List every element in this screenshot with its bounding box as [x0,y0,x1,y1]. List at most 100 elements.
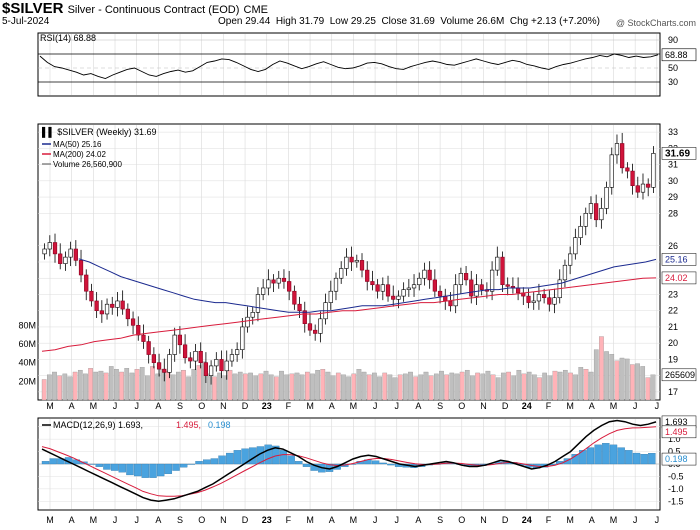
candle-body [427,269,432,281]
candle-body [94,300,99,312]
volume-bar [459,371,465,401]
volume-bar [480,373,486,401]
x-tick-label-bottom: J [373,515,378,525]
x-tick-label-mid: A [329,401,335,411]
macd-histogram-bar [295,461,303,465]
volume-bar [330,375,336,401]
volume-bar [98,370,104,401]
legend-entry: MA(50) 25.16 [53,140,102,149]
macd-histogram-bar [617,447,625,465]
x-tick-label-mid: J [134,401,139,411]
volume-bar [583,369,589,401]
x-tick-label-mid: N [480,401,487,411]
volume-last-tag: 265609 [665,370,695,380]
price-y-tick: 30 [668,176,678,186]
candle-body [594,203,599,221]
volume-bar [413,376,419,401]
macd-histogram-bar [387,463,395,466]
volume-bar [521,373,527,401]
volume-bar [315,369,320,401]
macd-histogram-bar [371,460,380,465]
candle-body [604,187,609,209]
volume-last-tag-box [661,368,697,382]
volume-bar [532,374,537,401]
volume-bar [490,374,496,401]
volume-bar [464,369,470,401]
macd-histogram-bar [302,463,311,467]
candle-body [646,183,651,188]
candle-body [458,273,463,286]
candle-body [162,368,167,373]
macd-histogram-bar [141,463,149,478]
price-y-tick: 20 [668,338,678,348]
candle-body [219,359,224,372]
volume-bar [72,371,78,401]
x-tick-label-bottom: D [502,515,509,525]
candle-body [235,349,240,355]
price-y-tick: 29 [668,192,678,202]
volume-y-tick: 80M [18,320,36,330]
candle-body [276,277,281,284]
last-close-tag-box [661,147,697,160]
macd-last-tag: 1.693 [665,417,688,427]
candle-body [120,300,125,310]
volume-bar [630,364,635,401]
volume-bar [568,372,573,401]
price-y-tick: 28 [668,208,678,218]
candle-body [110,303,115,308]
volume-bar [604,351,609,401]
volume-bar [155,373,161,401]
macd-histogram-bar [640,454,648,465]
macd-signal-label: 1.495, [176,420,201,430]
candle-body [250,312,255,318]
volume-bar [191,369,197,401]
volume-bar [77,369,83,401]
volume-bar [335,372,341,401]
candle-body [469,279,474,297]
last-close-tag: 31.69 [665,148,690,159]
volume-bar [341,374,346,401]
volume-bar [62,373,68,401]
x-tick-label-bottom: J [655,515,660,525]
candle-body [354,260,359,263]
volume-bar [253,375,259,401]
x-tick-label-bottom: M [610,515,618,525]
volume-bar [418,374,424,401]
volume-bar [83,373,88,401]
candle-body [505,284,510,287]
macd-y-tick: 0.5 [668,447,681,457]
contract-description: Silver - Continuous Contract (EOD) [67,4,240,16]
x-tick-label-bottom: N [220,515,227,525]
x-tick-label-mid: N [220,401,227,411]
macd-histogram-bar [164,463,173,474]
candle-body [287,281,292,292]
volume-bar [361,371,367,401]
candle-body [42,248,47,255]
x-tick-label-mid: S [437,401,443,411]
volume-bar [284,374,290,401]
x-tick-label-mid: D [242,401,249,411]
candle-body [333,277,339,292]
macd-histogram-bar [379,462,387,465]
volume-bar [212,376,217,401]
macd-histogram-bar [195,461,203,465]
volume-bar [57,375,62,401]
candle-body [630,170,635,186]
volume-bar [150,366,155,401]
candle-body [266,279,271,289]
x-tick-label-bottom: J [395,515,400,525]
macd-histogram-bar [609,444,618,465]
rsi-panel-frame [37,32,661,97]
candle-body [401,289,406,297]
macd-histogram-bar [49,458,57,465]
volume-bar [485,370,491,401]
candle-body [156,362,162,370]
macd-histogram-bar [218,455,226,465]
volume-bar [423,371,429,401]
candle-body [182,344,188,359]
macd-histogram-bar [625,450,633,465]
volume-bar [635,363,640,401]
signal-last-tag-box [661,425,697,439]
rsi-y-tick: 50 [668,63,678,73]
